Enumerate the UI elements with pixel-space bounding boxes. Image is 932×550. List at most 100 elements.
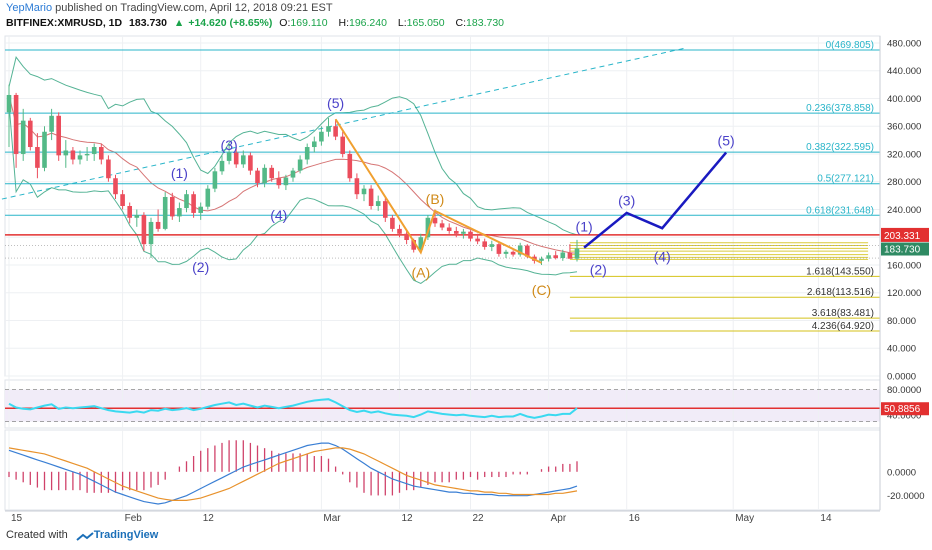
candle-body [13, 94, 19, 154]
candle-body [290, 170, 296, 178]
candle-body [354, 178, 360, 195]
candle-body [411, 240, 416, 250]
candle-body [212, 171, 218, 189]
candle-body [28, 120, 33, 148]
candle-body [297, 159, 303, 171]
candle-body [375, 201, 381, 206]
publish-info: YepMario published on TradingView.com, A… [6, 2, 333, 14]
rsi-band [5, 389, 880, 422]
macd-pane [4, 429, 881, 511]
fib-ext-label: 2.618(113.516) [807, 287, 874, 298]
rsi-line [8, 398, 578, 419]
candle-body [383, 201, 388, 218]
x-tick-label: 12 [203, 513, 215, 524]
candle-body [113, 178, 118, 195]
candle-body [276, 178, 282, 186]
wave-label: (2) [590, 262, 607, 278]
candle-body [35, 147, 40, 168]
projection-path [583, 151, 728, 249]
candle-body [397, 228, 402, 234]
x-tick-label: 15 [11, 513, 23, 524]
candle-body [184, 194, 189, 209]
wave-label: (1) [576, 219, 593, 235]
candle-body [517, 245, 523, 255]
candle-body [574, 248, 580, 259]
candle-body [148, 221, 154, 245]
candle-body [177, 208, 182, 217]
wave-label: (3) [221, 137, 238, 153]
macd-line [8, 442, 578, 505]
fib-ext-label: 3.618(83.481) [812, 308, 874, 319]
candle-body [304, 147, 310, 160]
rsi-value-label: 50.8856 [884, 404, 921, 415]
macd-tick-label: -20.0000 [887, 491, 925, 502]
y-tick-label: 40.000 [887, 344, 916, 355]
candle-body [326, 126, 331, 132]
y-tick-label: 440.000 [887, 66, 921, 77]
price-change: +14.620 (+8.65%) [188, 17, 273, 29]
candle-body [84, 153, 90, 156]
candle-body [454, 230, 459, 234]
y-tick-label: 480.000 [887, 38, 921, 49]
chart-svg[interactable]: 15 Feb 12 Mar 12 22 Apr 16 May 14 0.0000 40.000 80.0… [0, 0, 932, 528]
candle-body [269, 167, 274, 179]
candle-body [525, 245, 530, 257]
candle-body [70, 150, 76, 160]
y-tick-label: 360.000 [887, 122, 921, 133]
fib-level-label: 0.5(277.121) [817, 174, 874, 185]
candle-body [248, 155, 253, 171]
candle-body [347, 153, 353, 179]
last-price-label: 183.730 [884, 245, 921, 256]
candle-body [226, 152, 232, 161]
candle-body [496, 244, 502, 254]
candle-body [170, 196, 175, 217]
candle-body [439, 223, 445, 228]
fib-ext-label: 4.236(64.920) [812, 321, 874, 332]
candle-body [127, 206, 132, 218]
fib-ext-label: 1.618(143.550) [806, 266, 874, 277]
wave-label: (2) [192, 259, 209, 275]
candle-body [155, 221, 161, 229]
candle-body [241, 155, 246, 165]
wave-label: (B) [426, 191, 445, 207]
candle-body [432, 217, 438, 224]
candle-body [418, 237, 424, 250]
resistance-price-tag [881, 227, 929, 242]
candle-body [219, 160, 225, 172]
wave-label: (3) [618, 192, 635, 208]
tradingview-brand[interactable]: TradingView [93, 529, 159, 541]
wave-label: (A) [411, 264, 430, 280]
y-tick-label: 0.0000 [887, 372, 916, 383]
candle-body [49, 115, 54, 132]
candle-body [546, 255, 551, 259]
candle-body [319, 131, 324, 142]
candle-body [20, 120, 26, 154]
candle-body [312, 141, 317, 148]
candle-body [390, 217, 395, 229]
candle-body [233, 152, 239, 165]
candle-body [567, 252, 573, 259]
candle-body [560, 252, 566, 259]
y-tick-label: 120.000 [887, 288, 921, 299]
x-tick-label: 14 [820, 513, 832, 524]
author-link[interactable]: YepMario [6, 2, 53, 14]
candle-body [333, 126, 338, 137]
candle-body [283, 177, 289, 186]
candle-body [489, 244, 495, 247]
y-tick-label: 280.000 [887, 177, 921, 188]
up-arrow-icon: ▲ [173, 17, 185, 29]
y-tick-label: 80.000 [887, 316, 916, 327]
fib-level-label: 0.618(231.648) [806, 205, 874, 216]
main-pane [4, 35, 881, 377]
candle-body [191, 194, 196, 213]
symbol-info: BITFINEX:XMRUSD, 1D 183.730 ▲ +14.620 (+8… [6, 17, 512, 29]
y-tick-label: 400.000 [887, 94, 921, 105]
macd-signal-line [8, 447, 578, 501]
candle-body [120, 194, 125, 206]
candle-body [42, 131, 47, 168]
candle-body [255, 170, 260, 184]
published-text: published on TradingView.com, April 12, … [55, 2, 333, 14]
resistance-price-label: 203.331 [884, 231, 921, 242]
candle-body [91, 147, 97, 154]
rsi-value-tag [881, 402, 929, 416]
